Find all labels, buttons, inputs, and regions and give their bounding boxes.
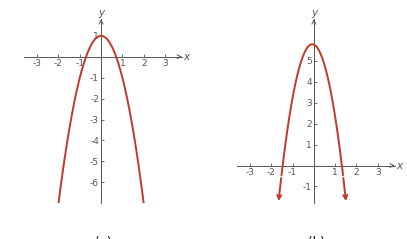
Text: x: x	[396, 161, 402, 170]
Text: (b): (b)	[308, 236, 324, 239]
Text: (a): (a)	[95, 236, 112, 239]
Text: x: x	[183, 52, 189, 62]
Text: y: y	[98, 8, 104, 18]
Text: y: y	[311, 8, 317, 18]
